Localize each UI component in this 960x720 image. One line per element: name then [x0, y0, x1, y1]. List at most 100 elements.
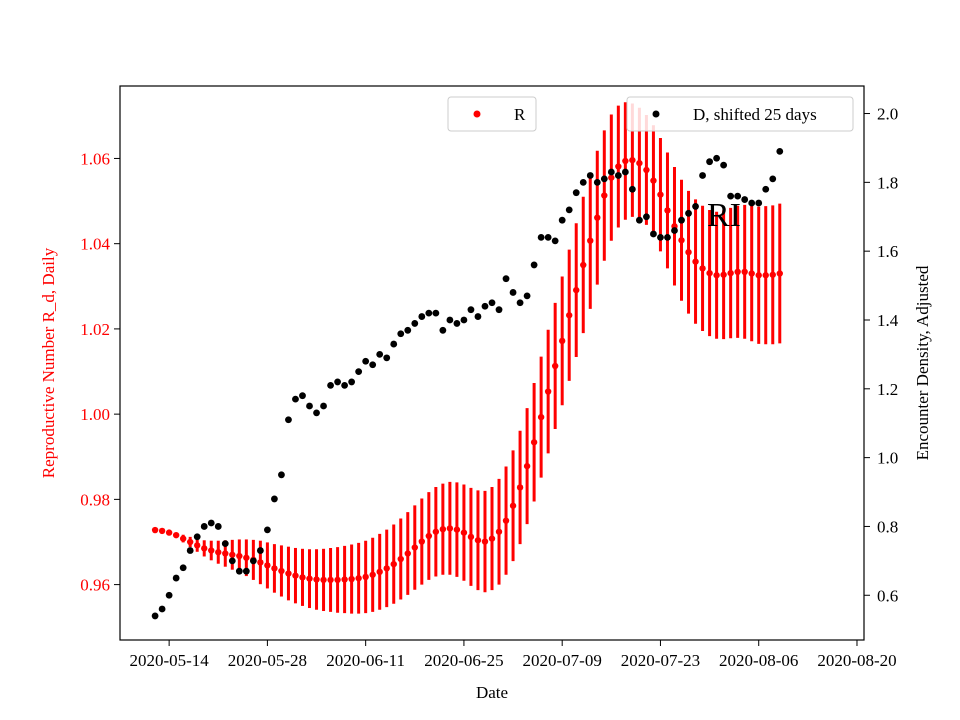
r-point — [727, 269, 734, 277]
d-point — [755, 199, 763, 207]
d-point — [263, 526, 271, 534]
d-point — [600, 175, 608, 183]
d-point — [193, 533, 201, 541]
d-point — [285, 416, 292, 424]
r-point — [236, 552, 243, 560]
r-point — [699, 265, 706, 272]
r-point — [537, 413, 545, 421]
d-point — [586, 172, 594, 179]
r-point — [418, 538, 426, 545]
d-point — [720, 161, 728, 169]
d-point — [713, 154, 721, 162]
r-point — [530, 439, 538, 446]
d-point — [685, 209, 692, 217]
d-point — [460, 316, 468, 324]
d-point — [495, 306, 503, 314]
d-point — [748, 199, 756, 207]
left-y-tick-label: 1.00 — [80, 405, 110, 424]
r-point — [762, 272, 769, 279]
r-point — [271, 565, 278, 572]
d-point — [256, 547, 264, 554]
r-point — [404, 550, 411, 557]
d-series-points — [151, 147, 784, 620]
r-point — [201, 545, 208, 552]
d-point — [200, 523, 208, 530]
d-point — [762, 185, 770, 193]
r-point — [566, 312, 573, 319]
d-point — [348, 378, 356, 386]
r-series-points — [151, 156, 783, 584]
r-point — [362, 573, 369, 581]
r-point — [544, 388, 552, 395]
d-point — [439, 326, 447, 334]
d-point — [628, 185, 636, 193]
r-point — [208, 547, 215, 554]
d-point — [467, 306, 475, 314]
legend-r-frame — [447, 96, 537, 132]
r-point — [453, 526, 461, 533]
r-point — [186, 538, 194, 546]
r-point — [573, 286, 580, 294]
r-point — [390, 560, 397, 568]
r-point — [678, 237, 685, 244]
r-point — [516, 484, 524, 491]
d-point — [397, 330, 405, 338]
right-y-tick-label: 0.6 — [877, 586, 898, 605]
left-y-axis-ticks: 0.96 0.98 1.00 1.02 1.04 1.06 — [80, 149, 120, 595]
r-point — [734, 268, 741, 276]
d-point — [334, 378, 341, 386]
d-point — [579, 178, 587, 186]
d-point — [523, 292, 531, 300]
r-point — [151, 526, 159, 534]
x-tick-label: 2020-05-28 — [228, 651, 307, 670]
d-point — [327, 381, 334, 389]
r-point — [594, 214, 601, 221]
r-point — [615, 163, 622, 170]
r-point — [460, 529, 468, 536]
d-point — [278, 471, 285, 479]
d-point — [572, 189, 580, 197]
r-point — [685, 249, 692, 256]
d-point — [418, 313, 426, 320]
x-tick-label: 2020-06-11 — [326, 651, 405, 670]
d-point — [228, 557, 236, 565]
r-point — [748, 270, 755, 277]
d-point — [551, 237, 559, 245]
d-point — [453, 320, 461, 327]
r-point — [327, 576, 334, 584]
d-point — [151, 612, 159, 620]
right-y-tick-label: 1.8 — [877, 173, 898, 192]
r-point — [481, 538, 489, 545]
x-tick-label: 2020-07-23 — [621, 651, 700, 670]
d-point — [474, 313, 482, 320]
d-point — [502, 275, 510, 283]
r-point — [706, 269, 713, 277]
d-point — [313, 409, 320, 417]
d-point — [699, 172, 706, 179]
r-point — [172, 531, 180, 539]
r-point — [636, 159, 643, 167]
r-point — [713, 272, 720, 279]
x-tick-label: 2020-05-14 — [129, 651, 209, 670]
r-point — [215, 549, 222, 556]
r-point — [608, 174, 615, 181]
left-y-tick-label: 1.04 — [80, 235, 110, 254]
d-point — [657, 234, 664, 241]
left-y-axis-label: Reproductive Number R_d, Daily — [39, 247, 58, 478]
d-point — [320, 402, 327, 410]
r-point — [587, 237, 594, 244]
legend-r: R — [447, 96, 537, 132]
x-axis-label: Date — [476, 683, 508, 702]
r-point — [776, 270, 783, 277]
d-point — [635, 216, 643, 224]
r-point — [355, 575, 362, 582]
r-point — [692, 258, 699, 265]
d-point — [362, 357, 370, 365]
r-point — [165, 529, 173, 536]
r-point — [643, 166, 650, 174]
r-point — [299, 574, 306, 581]
r-point — [158, 527, 166, 535]
legend-d-marker — [652, 110, 660, 118]
r-point — [495, 528, 503, 535]
